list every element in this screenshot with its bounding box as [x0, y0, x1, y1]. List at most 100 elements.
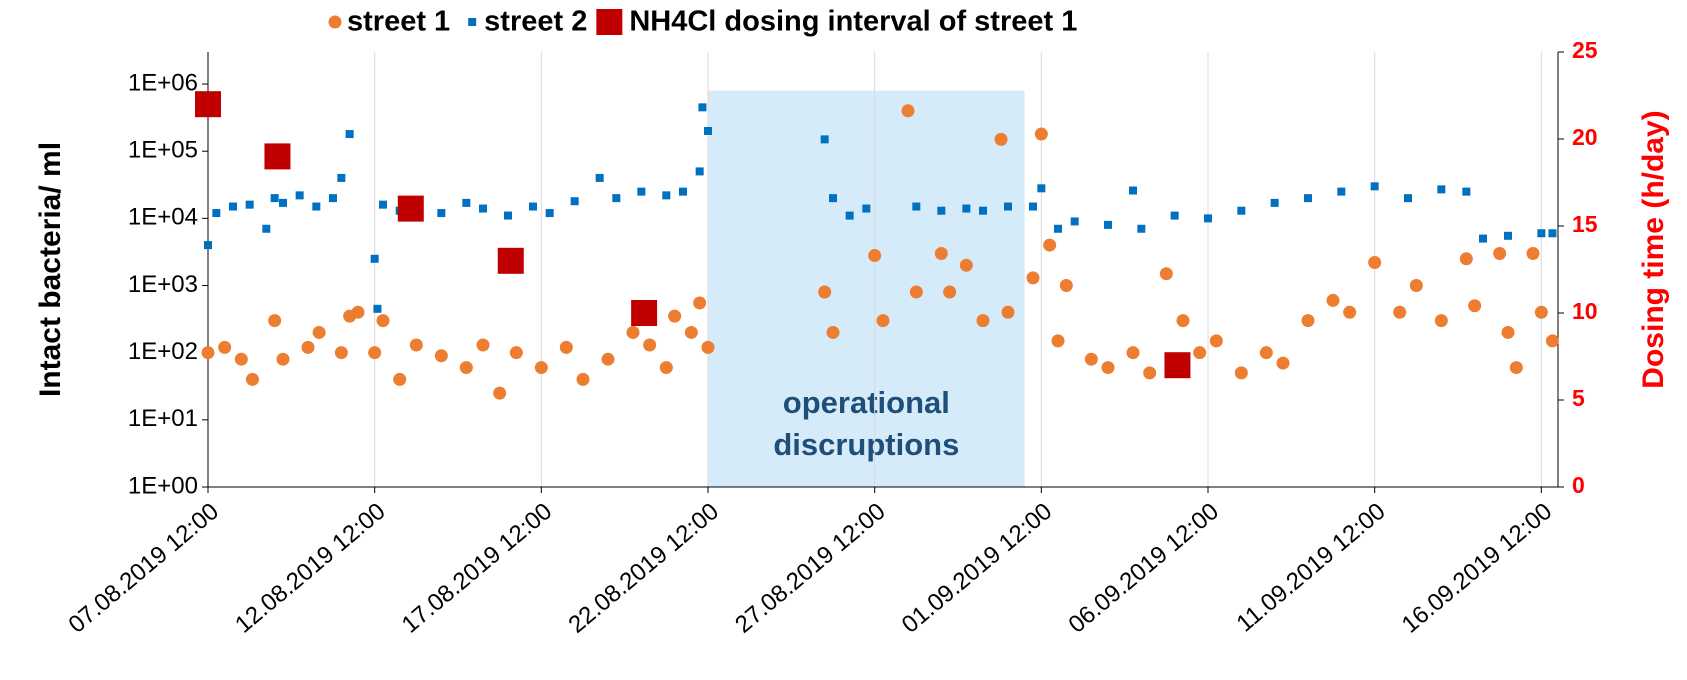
point	[534, 361, 548, 375]
annotation-text: discruptions	[773, 427, 959, 462]
legend-marker	[596, 9, 623, 35]
point	[1537, 229, 1546, 238]
point	[279, 198, 287, 207]
point	[576, 372, 590, 386]
point	[994, 132, 1008, 146]
point	[1043, 238, 1057, 252]
y-tick-label: 1E+06	[128, 69, 198, 96]
point	[1084, 352, 1098, 366]
point	[595, 173, 604, 182]
point	[845, 211, 854, 220]
point	[1170, 211, 1179, 220]
point	[1237, 206, 1246, 215]
point	[379, 200, 387, 209]
point	[1404, 194, 1412, 203]
point	[264, 143, 291, 170]
point	[943, 285, 957, 299]
point	[1548, 229, 1557, 238]
point	[1509, 361, 1523, 375]
point	[1504, 231, 1512, 240]
point	[901, 104, 915, 118]
point	[1126, 346, 1140, 360]
point	[662, 191, 671, 200]
point	[695, 167, 704, 176]
y2-tick-label: 25	[1572, 37, 1598, 63]
annotation-region	[708, 90, 1025, 487]
point	[1337, 187, 1346, 196]
point	[373, 304, 382, 313]
point	[434, 349, 448, 363]
point	[1468, 299, 1482, 313]
point	[393, 372, 407, 386]
point	[368, 346, 382, 360]
legend-label: street 1	[347, 6, 450, 38]
point	[1326, 293, 1340, 307]
point	[1270, 198, 1279, 207]
y2-axis-label: Dosing time (h/day)	[1637, 110, 1670, 388]
point	[559, 340, 573, 354]
point	[529, 202, 537, 211]
point	[245, 200, 254, 209]
point	[1164, 352, 1191, 379]
point	[976, 314, 990, 328]
y-tick-label: 1E+00	[128, 472, 198, 499]
point	[962, 204, 971, 213]
x-tick-label: 01.09.2019 12:00	[897, 498, 1057, 639]
point	[268, 314, 282, 328]
point	[262, 224, 271, 233]
point	[1259, 346, 1273, 360]
y2-tick-label: 0	[1572, 472, 1585, 498]
point	[1070, 217, 1079, 226]
point	[234, 352, 248, 366]
point	[601, 352, 615, 366]
point	[1029, 202, 1037, 211]
point	[1234, 366, 1248, 380]
point	[201, 346, 215, 360]
point	[668, 309, 682, 323]
y-axis-label: Intact bacteria/ ml	[34, 142, 67, 397]
point	[1159, 267, 1173, 281]
y-tick-label: 1E+05	[128, 137, 198, 164]
point	[1129, 186, 1137, 195]
x-tick-label: 16.09.2019 12:00	[1397, 498, 1557, 639]
point	[679, 187, 687, 196]
legend-marker	[328, 15, 342, 29]
point	[637, 187, 646, 196]
x-tick-label: 12.08.2019 12:00	[230, 498, 390, 639]
point	[545, 209, 554, 218]
point	[1501, 325, 1515, 339]
y2-tick-label: 5	[1572, 385, 1585, 411]
point	[1143, 366, 1157, 380]
point	[698, 103, 707, 112]
point	[1545, 334, 1559, 348]
point	[979, 206, 987, 215]
point	[409, 338, 423, 352]
point	[1054, 224, 1062, 233]
point	[631, 300, 658, 326]
point	[195, 91, 221, 118]
point	[659, 361, 673, 375]
point	[937, 206, 946, 215]
point	[820, 135, 829, 144]
point	[876, 314, 890, 328]
y-tick-label: 1E+01	[128, 405, 198, 432]
point	[229, 202, 237, 211]
point	[1276, 356, 1290, 370]
point	[1051, 334, 1065, 348]
point	[704, 126, 712, 135]
series	[195, 91, 1191, 379]
point	[376, 314, 390, 328]
point	[1001, 305, 1015, 319]
y-tick-label: 1E+02	[128, 338, 198, 365]
point	[862, 204, 871, 213]
point	[509, 346, 523, 360]
point	[1526, 246, 1540, 260]
point	[1462, 187, 1471, 196]
point	[1409, 279, 1423, 293]
point	[497, 247, 524, 274]
point	[276, 352, 290, 366]
point	[212, 209, 221, 218]
point	[301, 340, 315, 354]
point	[612, 194, 621, 203]
y2-tick-label: 10	[1572, 298, 1598, 324]
